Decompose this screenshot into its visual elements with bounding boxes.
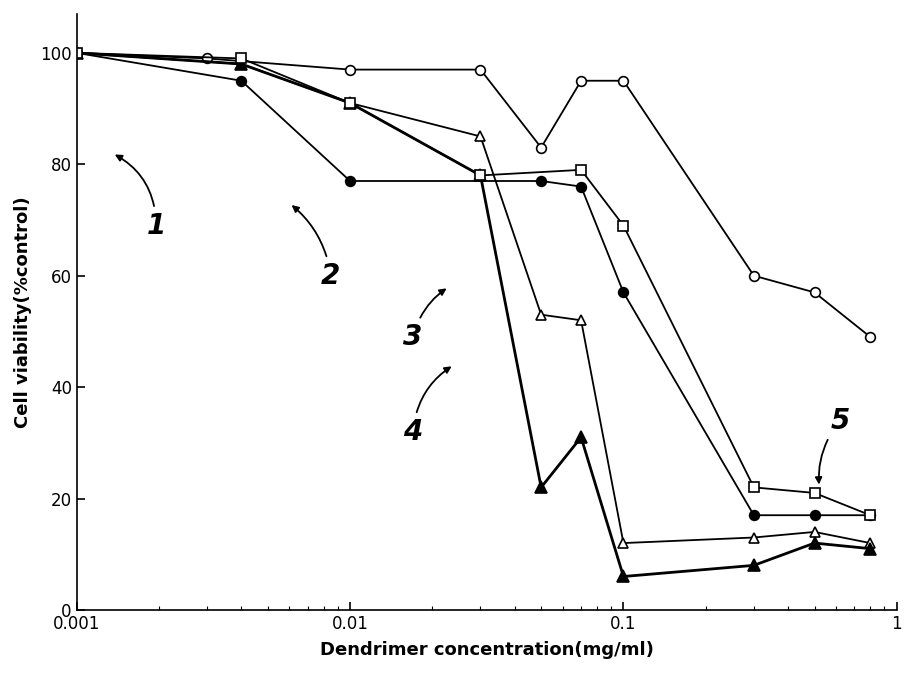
X-axis label: Dendrimer concentration(mg/ml): Dendrimer concentration(mg/ml): [320, 641, 654, 659]
Text: 3: 3: [403, 289, 445, 351]
Text: 2: 2: [293, 207, 341, 289]
Text: 1: 1: [116, 155, 166, 240]
Text: 5: 5: [816, 406, 850, 483]
Text: 4: 4: [403, 367, 450, 446]
Y-axis label: Cell viability(%control): Cell viability(%control): [14, 196, 32, 428]
